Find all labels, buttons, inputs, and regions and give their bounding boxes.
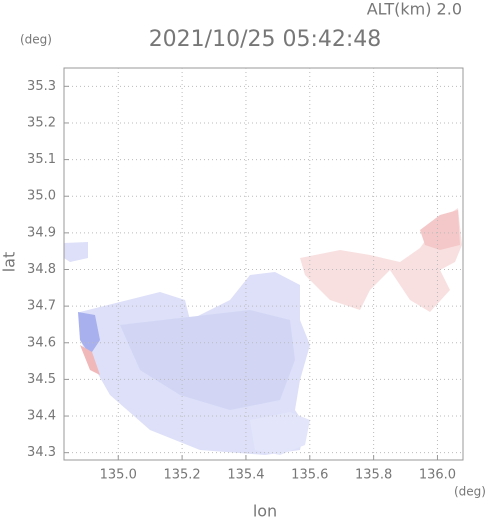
x-tick-label: 135.6 <box>291 468 328 483</box>
y-tick-label: 34.9 <box>27 225 56 240</box>
x-unit: (deg) <box>454 485 486 499</box>
blue-echo-small <box>64 242 88 262</box>
plot-frame <box>63 67 464 461</box>
red-echo <box>300 208 462 312</box>
x-tick-label: 135.2 <box>163 468 200 483</box>
x-tick-label: 135.8 <box>355 468 392 483</box>
y-tick-label: 35.0 <box>27 189 56 204</box>
y-tick-label: 35.2 <box>27 115 56 130</box>
x-tick-label: 135.0 <box>100 468 137 483</box>
red-echo-core <box>420 210 460 250</box>
radar-field <box>64 208 462 455</box>
blue-echo-south <box>250 412 310 455</box>
y-tick-label: 34.3 <box>27 445 56 460</box>
x-tick-label: 135.4 <box>227 468 264 483</box>
y-tick-label: 34.5 <box>27 372 56 387</box>
x-axis-label: lon <box>253 502 277 521</box>
y-tick-label: 34.6 <box>27 335 56 350</box>
chart-title: 2021/10/25 05:42:48 <box>149 27 382 52</box>
red-edge <box>80 345 100 375</box>
y-tick-label: 35.1 <box>27 152 56 167</box>
blue-echo-core <box>120 310 295 410</box>
altitude-label: ALT(km) 2.0 <box>367 0 462 19</box>
y-tick-label: 34.4 <box>27 409 56 424</box>
y-unit: (deg) <box>20 33 52 47</box>
y-axis-label: lat <box>0 252 19 273</box>
blue-edge <box>78 312 100 355</box>
y-tick-label: 35.3 <box>27 79 56 94</box>
y-tick-label: 34.7 <box>27 299 56 314</box>
x-tick-label: 136.0 <box>419 468 456 483</box>
y-tick-label: 34.8 <box>27 262 56 277</box>
